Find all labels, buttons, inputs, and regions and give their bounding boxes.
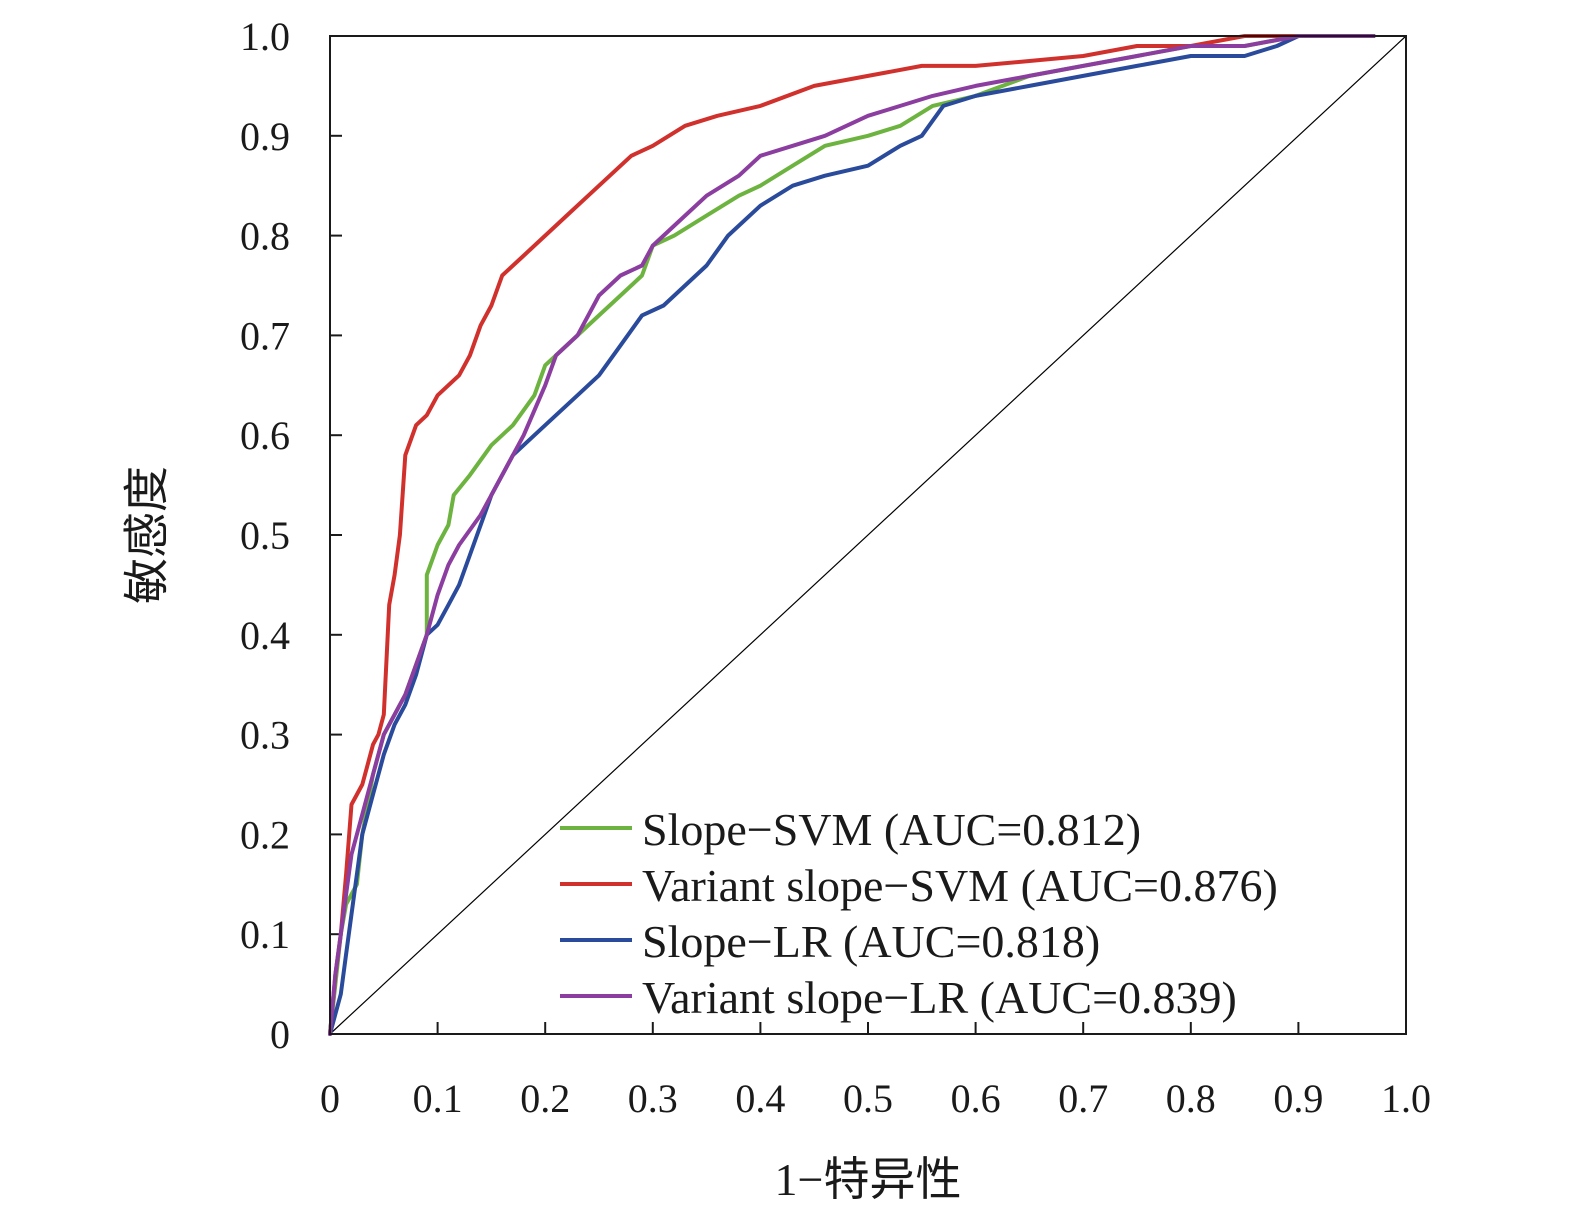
legend-label: Slope−LR (AUC=0.818) [642,916,1100,967]
y-tick-label: 0.8 [240,214,290,259]
y-axis-ticks: 0 0.1 0.2 0.3 0.4 0.5 0.6 0.7 0.8 0.9 1.0 [240,14,342,1057]
reference-diagonal-line [329,35,1407,1035]
y-tick-label: 0.9 [240,114,290,159]
x-tick-label: 0.9 [1273,1076,1323,1121]
y-tick-label: 0.1 [240,912,290,957]
roc-curve-series-4 [328,34,1376,1036]
legend-label: Variant slope−LR (AUC=0.839) [642,972,1237,1023]
y-tick-label: 0.7 [240,313,290,358]
x-tick-label: 0.7 [1058,1076,1108,1121]
roc-curves [328,34,1376,1036]
x-tick-label: 0.2 [520,1076,570,1121]
legend: Slope−SVM (AUC=0.812)Variant slope−SVM (… [560,804,1278,1023]
x-tick-label: 0.5 [843,1076,893,1121]
legend-label: Variant slope−SVM (AUC=0.876) [642,860,1278,911]
y-tick-label: 0.4 [240,613,290,658]
x-tick-label: 1.0 [1381,1076,1431,1121]
y-tick-label: 1.0 [240,14,290,59]
roc-curve-series-3 [328,34,1376,1036]
y-tick-label: 0.2 [240,812,290,857]
x-axis-ticks: 0 0.1 0.2 0.3 0.4 0.5 0.6 0.7 0.8 0.9 1.0 [320,1022,1431,1121]
legend-label: Slope−SVM (AUC=0.812) [642,804,1141,855]
roc-curve-series-2 [328,34,1376,1036]
y-tick-label: 0.3 [240,713,290,758]
x-tick-label: 0.8 [1166,1076,1216,1121]
plot-area-frame [329,35,1407,1035]
y-tick-label: 0 [270,1012,290,1057]
y-tick-label: 0.5 [240,513,290,558]
x-tick-label: 0.1 [413,1076,463,1121]
x-tick-label: 0.4 [735,1076,785,1121]
y-tick-label: 0.6 [240,413,290,458]
x-tick-label: 0.3 [628,1076,678,1121]
x-axis-title: 1−特异性 [775,1154,962,1205]
y-axis-title: 敏感度 [122,466,173,604]
x-tick-label: 0.6 [951,1076,1001,1121]
x-tick-label: 0 [320,1076,340,1121]
